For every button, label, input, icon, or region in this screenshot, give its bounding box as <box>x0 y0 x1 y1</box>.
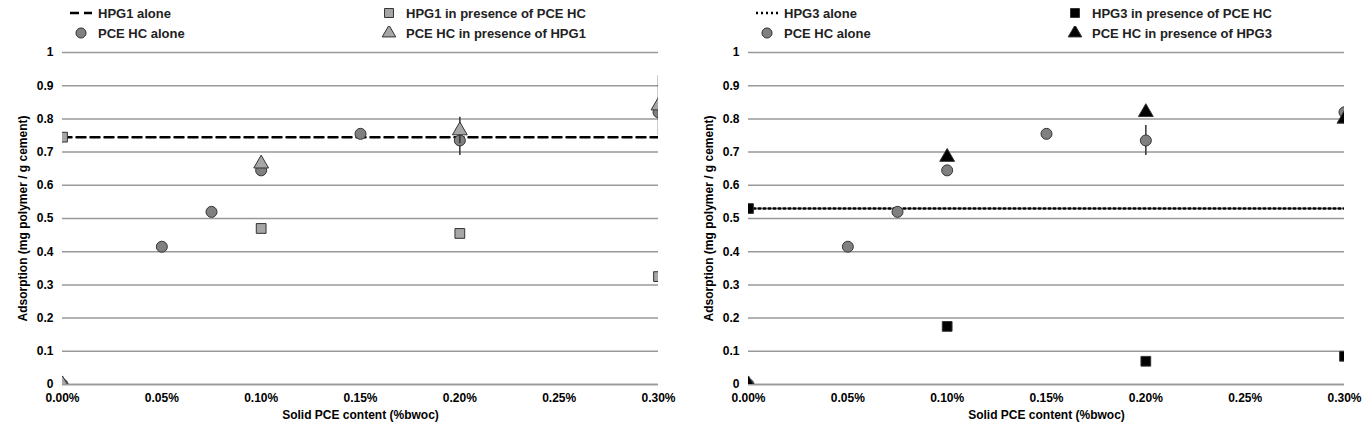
html-text:PCE HC alone: PCE HC alone <box>784 25 871 41</box>
svg-text:0.8: 0.8 <box>37 112 54 126</box>
svg-text:1: 1 <box>733 45 740 59</box>
svg-text:0: 0 <box>733 377 740 391</box>
html-text:HPG3 alone: HPG3 alone <box>784 5 857 21</box>
svg-text:0.2: 0.2 <box>723 311 740 325</box>
svg-text:Solid PCE content (%bwoc): Solid PCE content (%bwoc) <box>968 408 1125 422</box>
svg-text:0: 0 <box>47 377 54 391</box>
html-text:HPG3 in presence of PCE HC: HPG3 in presence of PCE HC <box>1092 5 1272 21</box>
svg-text:1: 1 <box>47 45 54 59</box>
svg-text:0.4: 0.4 <box>723 245 740 259</box>
html-text:PCE HC in presence of HPG3: PCE HC in presence of HPG3 <box>1092 25 1272 41</box>
svg-text:0.7: 0.7 <box>723 145 740 159</box>
svg-text:0.1: 0.1 <box>37 344 54 358</box>
svg-text:Solid PCE content (%bwoc): Solid PCE content (%bwoc) <box>282 408 439 422</box>
svg-text:0.25%: 0.25% <box>1228 391 1262 405</box>
svg-text:0.20%: 0.20% <box>443 391 477 405</box>
svg-text:0.15%: 0.15% <box>1029 391 1063 405</box>
svg-text:0.3: 0.3 <box>37 278 54 292</box>
svg-text:0.2: 0.2 <box>37 311 54 325</box>
svg-text:0.20%: 0.20% <box>1129 391 1163 405</box>
svg-text:0.00%: 0.00% <box>731 391 765 405</box>
svg-text:0.1: 0.1 <box>723 344 740 358</box>
svg-text:0.05%: 0.05% <box>831 391 865 405</box>
html-text:PCE HC alone: PCE HC alone <box>98 25 185 41</box>
svg-text:0.00%: 0.00% <box>45 391 79 405</box>
svg-text:0.8: 0.8 <box>723 112 740 126</box>
svg-text:0.5: 0.5 <box>723 211 740 225</box>
svg-text:0.15%: 0.15% <box>343 391 377 405</box>
html-text:PCE HC in presence of HPG1: PCE HC in presence of HPG1 <box>406 25 586 41</box>
svg-text:0.3: 0.3 <box>723 278 740 292</box>
svg-text:0.9: 0.9 <box>723 79 740 93</box>
svg-text:0.7: 0.7 <box>37 145 54 159</box>
svg-text:0.9: 0.9 <box>37 79 54 93</box>
svg-text:0.6: 0.6 <box>37 178 54 192</box>
svg-text:0.30%: 0.30% <box>1327 391 1361 405</box>
html-text:HPG1 in presence of PCE HC: HPG1 in presence of PCE HC <box>406 5 586 21</box>
svg-text:Adsorption (mg polymer / g cem: Adsorption (mg polymer / g cement) <box>16 115 30 321</box>
svg-text:0.25%: 0.25% <box>542 391 576 405</box>
svg-text:0.5: 0.5 <box>37 211 54 225</box>
svg-text:Adsorption (mg polymer / g cem: Adsorption (mg polymer / g cement) <box>702 115 716 321</box>
svg-text:0.6: 0.6 <box>723 178 740 192</box>
svg-text:0.4: 0.4 <box>37 245 54 259</box>
svg-text:0.05%: 0.05% <box>145 391 179 405</box>
svg-text:0.10%: 0.10% <box>930 391 964 405</box>
html-text:HPG1 alone: HPG1 alone <box>98 5 171 21</box>
svg-text:0.30%: 0.30% <box>641 391 675 405</box>
svg-text:0.10%: 0.10% <box>244 391 278 405</box>
